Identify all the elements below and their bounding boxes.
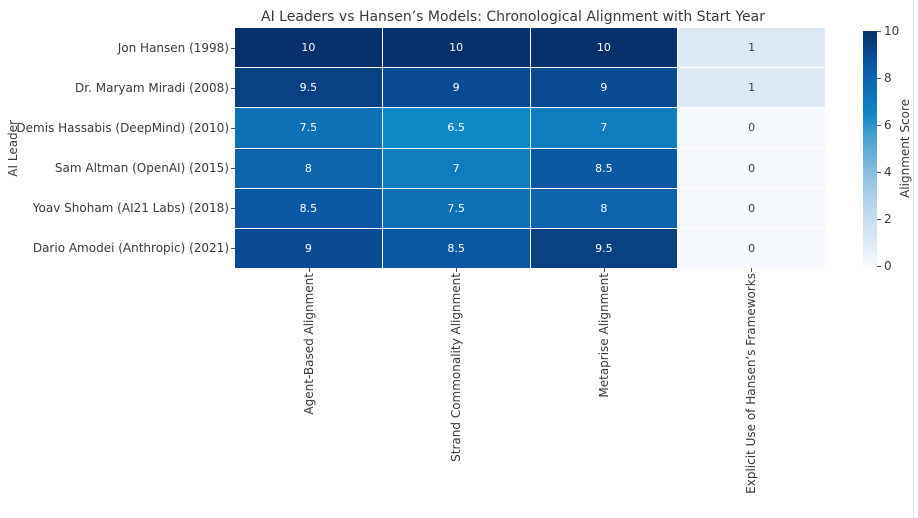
- heatmap-cell: 9: [382, 68, 530, 108]
- tick-mark: [877, 172, 881, 173]
- heatmap-cell: 7.5: [235, 108, 382, 148]
- tick-mark: [231, 168, 235, 169]
- colorbar-tick-label: 0: [884, 259, 892, 273]
- column-label: Explicit Use of Hansen’s Frameworks: [744, 273, 759, 494]
- heatmap-cell: 8.5: [382, 228, 530, 268]
- heatmap-cell: 8.5: [235, 188, 382, 228]
- heatmap-cell: 7.5: [382, 188, 530, 228]
- column-label: Strand Commonality Alignment: [449, 273, 464, 462]
- heatmap-cell: 6.5: [382, 108, 530, 148]
- heatmap-cell: 9: [530, 68, 678, 108]
- row-label: Yoav Shoham (AI21 Labs) (2018): [32, 201, 229, 215]
- heatmap-cell: 9: [235, 228, 382, 268]
- tick-mark: [877, 266, 881, 267]
- heatmap-cell: 1: [678, 28, 825, 68]
- column-label: Agent-Based Alignment: [301, 273, 316, 415]
- colorbar-tick-label: 10: [884, 24, 900, 38]
- heatmap-cell: 1: [678, 68, 825, 108]
- colorbar-tick-label: 4: [884, 165, 892, 179]
- heatmap-cell: 9.5: [530, 228, 678, 268]
- colorbar: [863, 31, 877, 266]
- row-label: Sam Altman (OpenAI) (2015): [54, 161, 229, 175]
- heatmap-cell: 0: [678, 148, 825, 188]
- colorbar-tick-label: 6: [884, 118, 892, 132]
- column-label: Metaprise Alignment: [596, 273, 611, 398]
- window-edge-line: [913, 0, 914, 518]
- heatmap-cell: 8: [530, 188, 678, 228]
- heatmap-cell: 7: [530, 108, 678, 148]
- tick-mark: [231, 248, 235, 249]
- row-label: Jon Hansen (1998): [117, 41, 229, 55]
- heatmap-cell: 7: [382, 148, 530, 188]
- heatmap-cell: 8.5: [530, 148, 678, 188]
- tick-mark: [751, 268, 753, 272]
- heatmap-cell: 0: [678, 108, 825, 148]
- tick-mark: [877, 31, 881, 32]
- heatmap-cell: 10: [382, 28, 530, 68]
- heatmap-cell: 9.5: [235, 68, 382, 108]
- tick-mark: [231, 208, 235, 209]
- tick-mark: [231, 128, 235, 129]
- heatmap-cell: 8: [235, 148, 382, 188]
- chart-title: AI Leaders vs Hansen’s Models: Chronolog…: [261, 9, 765, 25]
- heatmap-cell: 0: [678, 228, 825, 268]
- colorbar-title: Alignment Score: [898, 99, 912, 198]
- tick-mark: [231, 88, 235, 89]
- colorbar-tick-label: 2: [884, 212, 892, 226]
- tick-mark: [877, 125, 881, 126]
- y-axis-title: AI Leader: [6, 119, 20, 177]
- heatmap-cell: 0: [678, 188, 825, 228]
- heatmap-grid: 10 10 10 1 9.5 9 9 1 7.5 6.5 7 0 8 7 8.5 0 8.5 7.5 8 0 9 8.5 9…: [235, 28, 825, 268]
- tick-mark: [308, 268, 310, 272]
- colorbar-tick-label: 8: [884, 71, 892, 85]
- tick-mark: [456, 268, 458, 272]
- row-label: Dario Amodei (Anthropic) (2021): [32, 241, 229, 255]
- heatmap-cell: 10: [235, 28, 382, 68]
- tick-mark: [877, 78, 881, 79]
- tick-mark: [877, 219, 881, 220]
- tick-mark: [603, 268, 605, 272]
- heatmap-cell: 10: [530, 28, 678, 68]
- row-label: Dr. Maryam Miradi (2008): [75, 81, 229, 95]
- tick-mark: [231, 48, 235, 49]
- row-label: Demis Hassabis (DeepMind) (2010): [16, 121, 229, 135]
